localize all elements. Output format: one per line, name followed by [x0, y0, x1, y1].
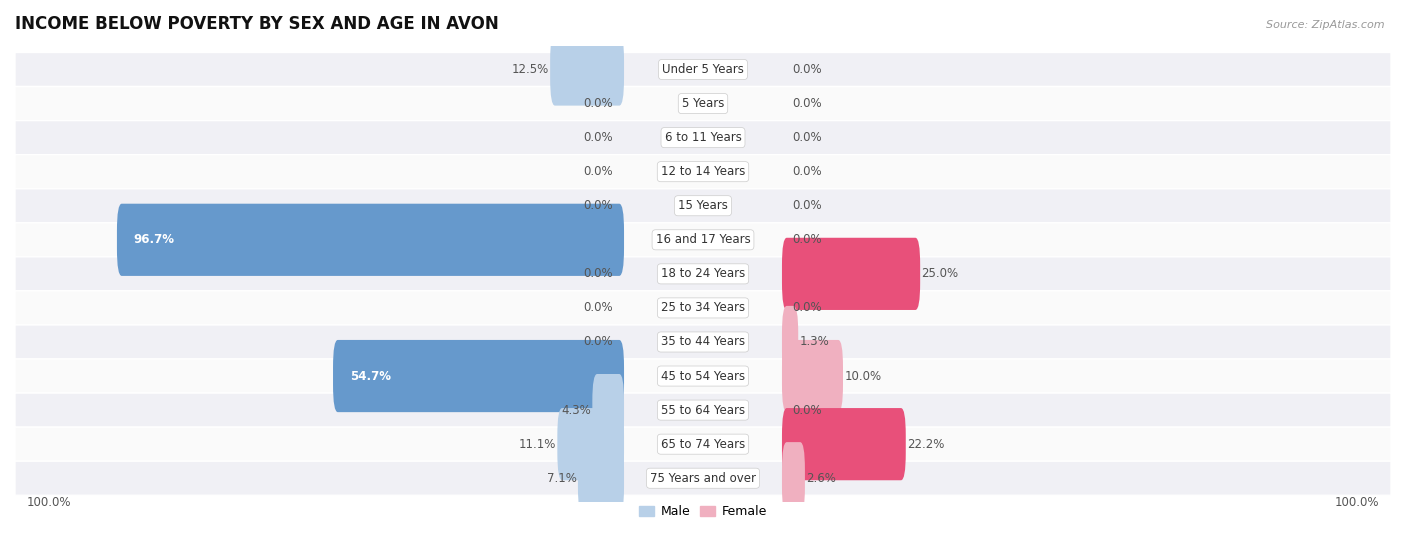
Text: 35 to 44 Years: 35 to 44 Years — [661, 335, 745, 348]
Text: 22.2%: 22.2% — [907, 438, 945, 451]
FancyBboxPatch shape — [557, 408, 624, 480]
Text: 18 to 24 Years: 18 to 24 Years — [661, 267, 745, 281]
Text: 12 to 14 Years: 12 to 14 Years — [661, 165, 745, 178]
FancyBboxPatch shape — [15, 223, 1391, 257]
Text: 7.1%: 7.1% — [547, 472, 576, 485]
FancyBboxPatch shape — [578, 442, 624, 514]
Text: 16 and 17 Years: 16 and 17 Years — [655, 233, 751, 247]
FancyBboxPatch shape — [15, 291, 1391, 325]
Text: 0.0%: 0.0% — [583, 267, 613, 281]
FancyBboxPatch shape — [15, 393, 1391, 427]
Text: 0.0%: 0.0% — [583, 335, 613, 348]
Text: Under 5 Years: Under 5 Years — [662, 63, 744, 76]
Text: 5 Years: 5 Years — [682, 97, 724, 110]
Text: 65 to 74 Years: 65 to 74 Years — [661, 438, 745, 451]
FancyBboxPatch shape — [550, 34, 624, 106]
Text: 11.1%: 11.1% — [519, 438, 557, 451]
Text: 55 to 64 Years: 55 to 64 Years — [661, 404, 745, 416]
FancyBboxPatch shape — [15, 325, 1391, 359]
Legend: Male, Female: Male, Female — [634, 500, 772, 523]
FancyBboxPatch shape — [782, 340, 844, 412]
FancyBboxPatch shape — [15, 427, 1391, 461]
FancyBboxPatch shape — [333, 340, 624, 412]
FancyBboxPatch shape — [15, 461, 1391, 495]
Text: 10.0%: 10.0% — [844, 369, 882, 382]
FancyBboxPatch shape — [15, 87, 1391, 121]
Text: 6 to 11 Years: 6 to 11 Years — [665, 131, 741, 144]
FancyBboxPatch shape — [782, 442, 804, 514]
Text: 54.7%: 54.7% — [350, 369, 391, 382]
FancyBboxPatch shape — [592, 374, 624, 446]
Text: 75 Years and over: 75 Years and over — [650, 472, 756, 485]
Text: 0.0%: 0.0% — [583, 165, 613, 178]
Text: 0.0%: 0.0% — [583, 97, 613, 110]
FancyBboxPatch shape — [117, 203, 624, 276]
Text: 1.3%: 1.3% — [800, 335, 830, 348]
FancyBboxPatch shape — [782, 306, 799, 378]
Text: 2.6%: 2.6% — [806, 472, 837, 485]
Text: 12.5%: 12.5% — [512, 63, 548, 76]
Text: 0.0%: 0.0% — [793, 199, 823, 212]
Text: 0.0%: 0.0% — [793, 165, 823, 178]
Text: 0.0%: 0.0% — [793, 63, 823, 76]
FancyBboxPatch shape — [15, 359, 1391, 393]
FancyBboxPatch shape — [15, 155, 1391, 189]
Text: 25 to 34 Years: 25 to 34 Years — [661, 301, 745, 314]
FancyBboxPatch shape — [15, 53, 1391, 87]
Text: 100.0%: 100.0% — [27, 496, 72, 509]
Text: 25.0%: 25.0% — [921, 267, 959, 281]
Text: 0.0%: 0.0% — [583, 131, 613, 144]
Text: 96.7%: 96.7% — [134, 233, 174, 247]
Text: 0.0%: 0.0% — [583, 199, 613, 212]
Text: 100.0%: 100.0% — [1334, 496, 1379, 509]
Text: 15 Years: 15 Years — [678, 199, 728, 212]
Text: 0.0%: 0.0% — [793, 404, 823, 416]
Text: 0.0%: 0.0% — [793, 301, 823, 314]
FancyBboxPatch shape — [15, 121, 1391, 155]
Text: 45 to 54 Years: 45 to 54 Years — [661, 369, 745, 382]
FancyBboxPatch shape — [15, 189, 1391, 223]
Text: Source: ZipAtlas.com: Source: ZipAtlas.com — [1267, 20, 1385, 30]
Text: INCOME BELOW POVERTY BY SEX AND AGE IN AVON: INCOME BELOW POVERTY BY SEX AND AGE IN A… — [15, 15, 499, 33]
FancyBboxPatch shape — [782, 238, 920, 310]
FancyBboxPatch shape — [15, 257, 1391, 291]
Text: 0.0%: 0.0% — [793, 97, 823, 110]
Text: 0.0%: 0.0% — [793, 131, 823, 144]
Text: 0.0%: 0.0% — [583, 301, 613, 314]
Text: 0.0%: 0.0% — [793, 233, 823, 247]
Text: 4.3%: 4.3% — [561, 404, 591, 416]
FancyBboxPatch shape — [782, 408, 905, 480]
